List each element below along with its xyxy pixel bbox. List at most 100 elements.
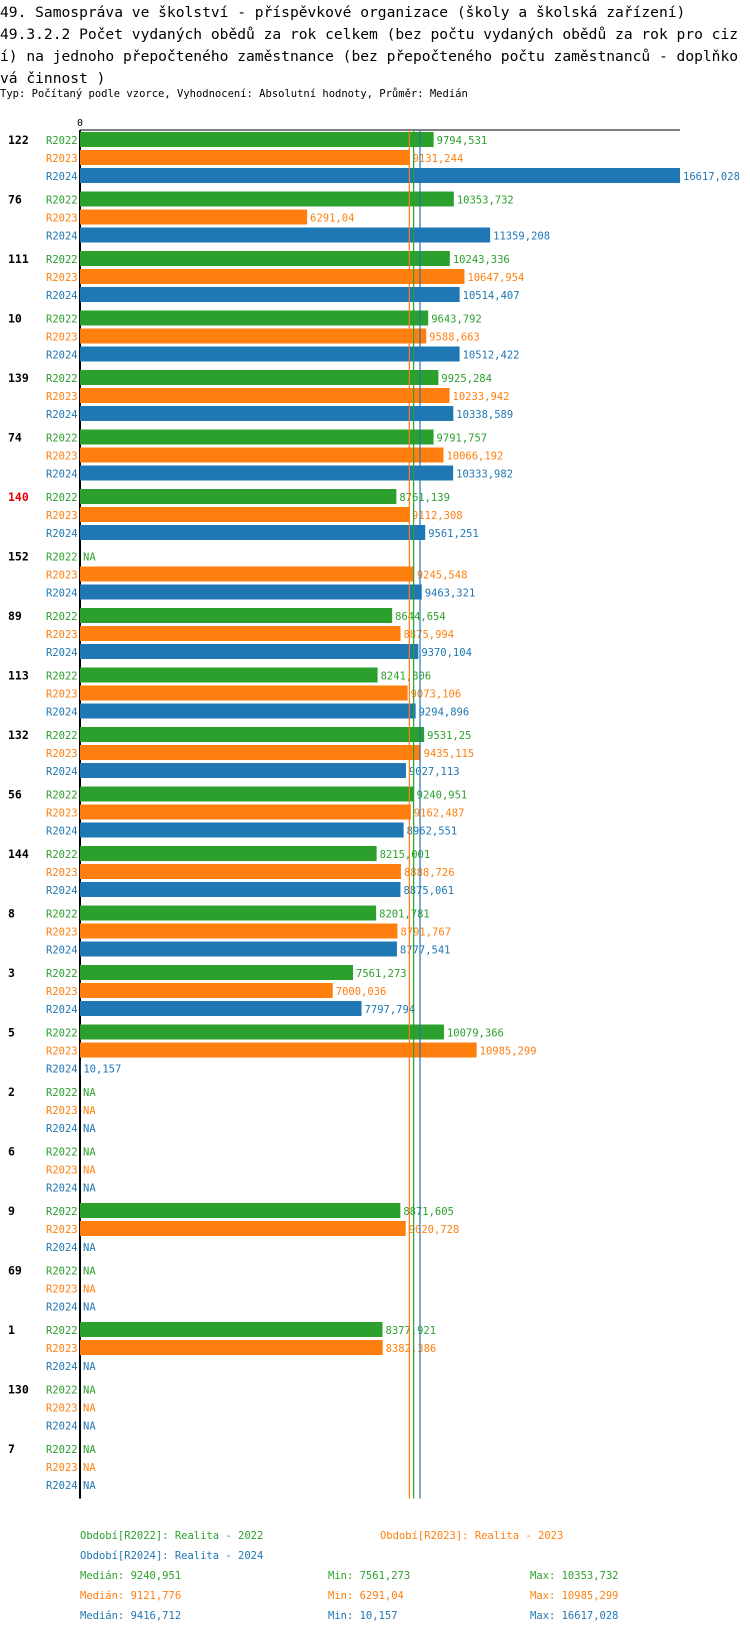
group-label-76: 76 [8, 193, 22, 207]
bar-76-R2024 [80, 227, 491, 243]
title-line-1: 49. Samospráva ve školství - příspěvkové… [0, 4, 686, 21]
series-label-7-R2022: R2022 [46, 1444, 78, 1456]
value-label-139-R2023: 10233,942 [453, 391, 510, 403]
value-label-69-R2024: NA [83, 1302, 96, 1314]
value-label-5-R2023: 10985,299 [480, 1046, 537, 1058]
value-label-113-R2023: 9073,106 [411, 689, 462, 701]
bar-122-R2022 [80, 132, 434, 147]
value-label-56-R2022: 9240,951 [417, 790, 468, 802]
series-label-1-R2022: R2022 [46, 1325, 78, 1337]
series-label-139-R2023: R2023 [46, 391, 78, 403]
bar-5-R2023 [80, 1042, 477, 1058]
series-label-74-R2023: R2023 [46, 451, 78, 463]
series-label-130-R2022: R2022 [46, 1385, 78, 1397]
bar-8-R2024 [80, 941, 397, 957]
group-label-2: 2 [8, 1085, 15, 1099]
value-label-140-R2022: 8761,139 [399, 492, 450, 504]
value-label-69-R2022: NA [83, 1266, 96, 1278]
series-label-132-R2023: R2023 [46, 748, 78, 760]
group-label-140: 140 [8, 490, 29, 504]
series-label-69-R2023: R2023 [46, 1284, 78, 1296]
value-label-130-R2023: NA [83, 1403, 96, 1415]
value-label-56-R2024: 8962,551 [407, 826, 458, 838]
series-label-10-R2022: R2022 [46, 314, 78, 326]
value-label-9-R2023: 9020,728 [409, 1224, 460, 1236]
group-label-132: 132 [8, 728, 29, 742]
bar-152-R2023 [80, 566, 414, 582]
value-label-3-R2023: 7000,036 [336, 986, 387, 998]
series-label-89-R2023: R2023 [46, 629, 78, 641]
bar-9-R2022 [80, 1203, 401, 1218]
bar-139-R2022 [80, 370, 439, 385]
value-label-89-R2024: 9370,104 [421, 647, 472, 659]
value-label-122-R2022: 9794,531 [437, 135, 488, 147]
value-label-7-R2024: NA [83, 1480, 96, 1492]
value-label-89-R2023: 8875,994 [403, 629, 454, 641]
value-label-144-R2022: 8215,001 [380, 849, 431, 861]
title-line-2: 49.3.2.2 Počet vydaných obědů za rok cel… [0, 26, 739, 87]
value-label-122-R2024: 16617,028 [683, 171, 740, 183]
group-label-6: 6 [8, 1145, 15, 1159]
series-label-113-R2024: R2024 [46, 707, 78, 719]
group-label-56: 56 [8, 788, 22, 802]
group-label-74: 74 [8, 431, 22, 445]
series-label-6-R2024: R2024 [46, 1183, 78, 1195]
group-label-8: 8 [8, 907, 15, 921]
value-label-2-R2022: NA [83, 1087, 96, 1099]
bar-144-R2023 [80, 864, 401, 879]
legend-median-r2022: Medián: 9240,951 [80, 1570, 182, 1582]
series-label-9-R2022: R2022 [46, 1206, 78, 1218]
series-label-2-R2024: R2024 [46, 1123, 78, 1135]
value-label-56-R2023: 9162,487 [414, 808, 465, 820]
value-label-130-R2022: NA [83, 1385, 96, 1397]
series-label-8-R2023: R2023 [46, 927, 78, 939]
group-label-152: 152 [8, 550, 29, 564]
value-label-6-R2022: NA [83, 1147, 96, 1159]
series-label-1-R2024: R2024 [46, 1361, 78, 1373]
series-label-152-R2023: R2023 [46, 570, 78, 582]
value-label-8-R2022: 8201,781 [379, 909, 430, 921]
legend: Období[R2022]: Realita - 2022 Období[R20… [0, 1530, 750, 1630]
series-label-113-R2023: R2023 [46, 689, 78, 701]
bar-132-R2024 [80, 763, 406, 778]
value-label-152-R2022: NA [83, 552, 96, 564]
series-label-6-R2022: R2022 [46, 1147, 78, 1159]
legend-period-r2023: Období[R2023]: Realita - 2023 [380, 1530, 564, 1542]
series-label-113-R2022: R2022 [46, 671, 78, 683]
value-label-140-R2024: 9561,251 [428, 528, 479, 540]
series-label-144-R2023: R2023 [46, 867, 78, 879]
series-label-132-R2022: R2022 [46, 730, 78, 742]
bar-111-R2022 [80, 251, 450, 266]
legend-max-r2022: Max: 10353,732 [530, 1570, 619, 1582]
series-label-9-R2024: R2024 [46, 1242, 78, 1254]
value-label-10-R2024: 10512,422 [463, 350, 520, 362]
value-label-113-R2024: 9294,896 [419, 707, 470, 719]
bar-132-R2022 [80, 727, 425, 742]
series-label-130-R2023: R2023 [46, 1403, 78, 1415]
value-label-8-R2024: 8777,541 [400, 945, 451, 957]
value-label-152-R2024: 9463,321 [425, 588, 476, 600]
value-label-10-R2022: 9643,792 [431, 314, 482, 326]
series-label-140-R2023: R2023 [46, 510, 78, 522]
series-label-140-R2024: R2024 [46, 528, 78, 540]
bar-3-R2024 [80, 1001, 362, 1016]
chart-subtitle: Typ: Počítaný podle vzorce, Vyhodnocení:… [0, 88, 468, 100]
chart-title: 49. Samospráva ve školství - příspěvkové… [0, 2, 745, 90]
bar-132-R2023 [80, 745, 421, 760]
bar-139-R2023 [80, 388, 450, 403]
value-label-74-R2023: 10066,192 [446, 451, 503, 463]
x-axis-zero-label: 0 [77, 118, 83, 129]
series-label-144-R2024: R2024 [46, 885, 78, 897]
legend-max-r2024: Max: 16617,028 [530, 1610, 619, 1622]
series-label-3-R2023: R2023 [46, 986, 78, 998]
value-label-3-R2024: 7797,794 [365, 1004, 416, 1016]
series-label-74-R2024: R2024 [46, 469, 78, 481]
bar-3-R2023 [80, 983, 333, 998]
series-label-130-R2024: R2024 [46, 1421, 78, 1433]
bar-56-R2022 [80, 786, 414, 802]
value-label-10-R2023: 9588,663 [429, 332, 480, 344]
value-label-7-R2023: NA [83, 1462, 96, 1474]
value-label-9-R2024: NA [83, 1242, 96, 1254]
legend-median-r2024: Medián: 9416,712 [80, 1610, 182, 1622]
legend-period-r2022: Období[R2022]: Realita - 2022 [80, 1530, 264, 1542]
